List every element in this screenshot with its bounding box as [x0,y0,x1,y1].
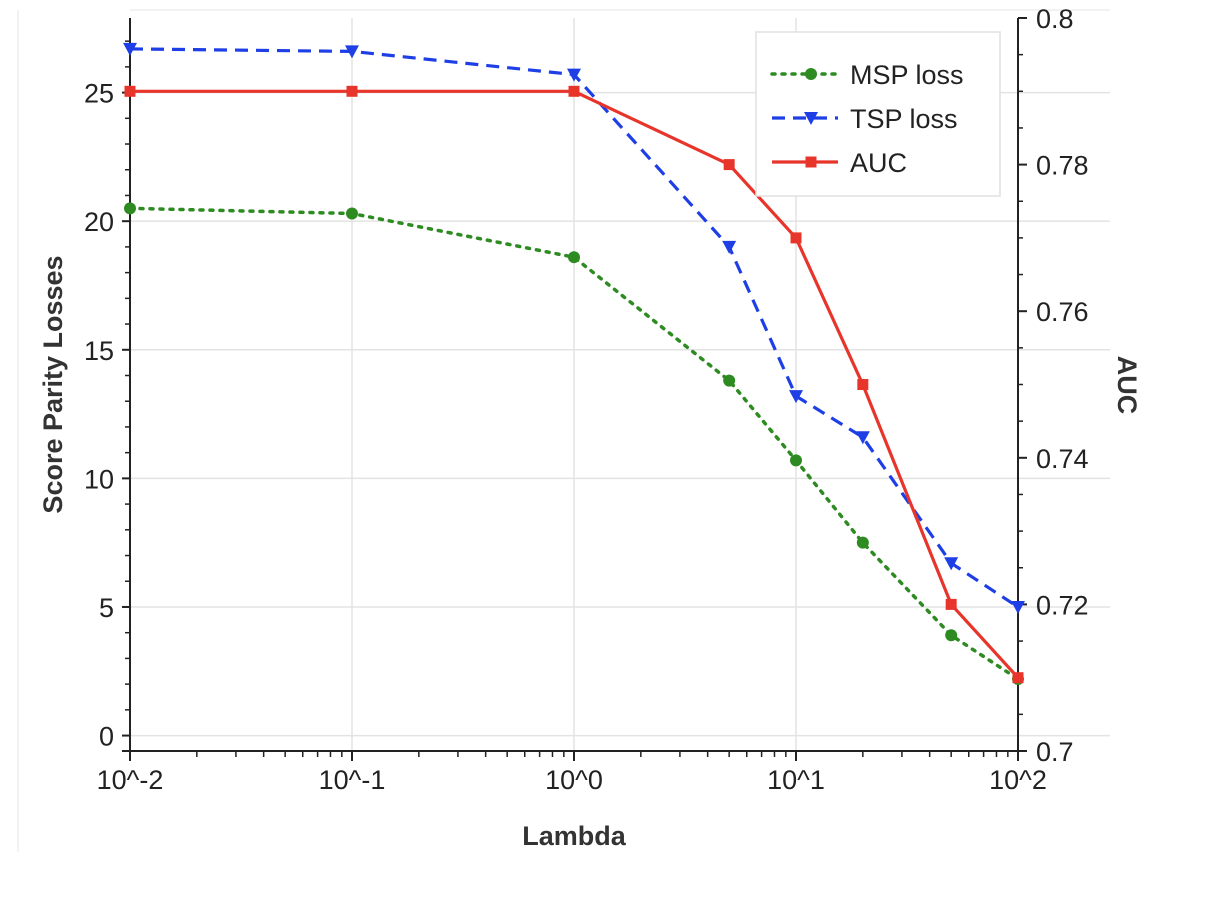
y-left-tick-label-0: 0 [99,722,114,752]
y-right-tick-label-5: 0.8 [1036,4,1074,34]
series-1-point-6 [944,557,959,571]
series-0-point-5 [856,536,869,549]
x-tick-label-1: 10^-1 [319,765,386,795]
series-0-point-6 [945,629,958,642]
legend-marker-1 [804,112,818,125]
legend-label-1: TSP loss [850,104,958,134]
series-2-point-0 [124,85,136,97]
axes: 10^-2 10^-1 10^0 10^1 10^2 0 5 10 15 20 25 0.7 0.72 0… [38,4,1142,851]
y-right-tick-label-1: 0.72 [1036,590,1089,620]
series-2-point-5 [857,379,869,390]
y-right-tick-label-4: 0.78 [1036,151,1089,181]
series-0-point-3 [723,374,736,387]
series-2-point-6 [945,598,957,610]
series-1-point-3 [722,240,737,254]
legend-marker-2 [805,156,817,168]
series-0-point-4 [790,454,802,467]
series-2-point-2 [568,85,580,97]
series-2-point-3 [723,159,735,171]
y-left-tick-label-5: 25 [84,79,114,109]
series-1-point-4 [789,390,803,404]
y-right-tick-label-2: 0.74 [1036,444,1089,474]
x-axis-title: Lambda [522,821,627,851]
series-0-point-1 [346,207,358,220]
y-left-tick-label-4: 20 [84,207,114,237]
y-right-tick-label-3: 0.76 [1036,297,1089,327]
legend-marker-0 [805,68,817,80]
y-axis-left-title: Score Parity Losses [38,255,68,513]
series-0 [124,202,1024,685]
series-1-point-1 [345,45,359,59]
series-2-point-1 [346,85,358,97]
series-group [123,42,1025,685]
series-line-1 [129,47,1019,609]
x-tick-label-3: 10^1 [767,765,825,795]
y-left-tick-label-1: 5 [99,593,114,623]
series-line-2 [130,89,1020,679]
series-1-point-2 [567,68,581,82]
x-tick-label-4: 10^2 [989,765,1047,795]
legend-box [755,31,1001,197]
series-0-point-0 [124,202,136,215]
series-2 [124,85,1024,684]
series-2-point-7 [1012,672,1024,684]
x-tick-label-2: 10^0 [545,765,603,795]
series-1-point-0 [123,42,137,56]
series-1-point-5 [855,431,870,445]
series-0-point-2 [568,251,580,264]
y-right-tick-label-0: 0.7 [1036,737,1074,767]
series-line-0 [128,206,1020,681]
series-1-point-7 [1011,600,1025,614]
x-tick-label-0: 10^-2 [97,765,164,795]
y-axis-right-title: AUC [1112,356,1142,415]
legend-label-0: MSP loss [850,60,964,90]
legend-label-2: AUC [850,148,907,178]
y-left-tick-label-3: 15 [84,336,114,366]
legend: MSP loss TSP loss AUC [755,31,1001,197]
series-2-point-4 [790,232,802,244]
y-left-tick-label-2: 10 [84,464,114,494]
series-1 [123,42,1025,614]
